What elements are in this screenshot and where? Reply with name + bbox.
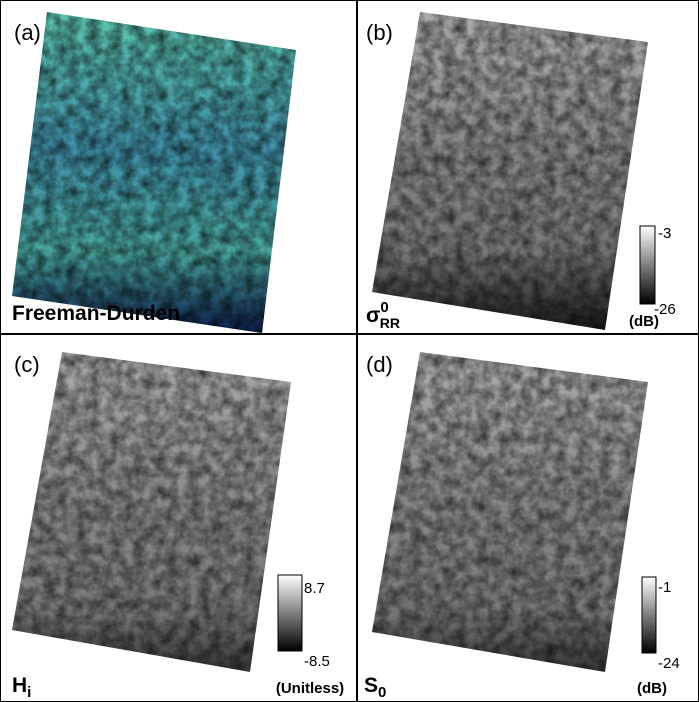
image: [0, 335, 357, 702]
caption-main: σ: [366, 304, 380, 327]
colorbar-min: -24: [658, 655, 680, 672]
colorbar-unit: (dB): [637, 680, 667, 697]
caption: Hi: [12, 674, 31, 701]
colorbar: [278, 575, 302, 651]
figure: (a) (b) (c) (d) Freeman-Durden σ0RR Hi S…: [0, 0, 699, 702]
caption-sub: i: [27, 684, 31, 701]
colorbar-max: -3: [658, 225, 671, 242]
panel-label: (b): [366, 20, 393, 45]
caption-main: H: [12, 674, 27, 697]
caption: Freeman-Durden: [12, 302, 180, 325]
colorbar-max: -1: [658, 579, 671, 596]
panel-label: (a): [14, 20, 41, 45]
colorbar-unit: (dB): [629, 313, 659, 330]
panel-label: (d): [366, 352, 393, 377]
colorbar-min: -8.5: [304, 653, 330, 670]
caption-sup: 0: [380, 299, 388, 316]
image: [0, 0, 357, 334]
caption-sub: 0: [378, 684, 386, 701]
colorbar: [642, 577, 656, 653]
colorbar-unit: (Unitless): [276, 680, 344, 697]
panel-label: (c): [14, 352, 40, 377]
caption-sub: RR: [380, 315, 400, 331]
colorbar-max: 8.7: [304, 580, 325, 597]
caption-main: S: [364, 674, 378, 697]
caption: S0: [364, 674, 386, 701]
colorbar: [640, 226, 655, 304]
